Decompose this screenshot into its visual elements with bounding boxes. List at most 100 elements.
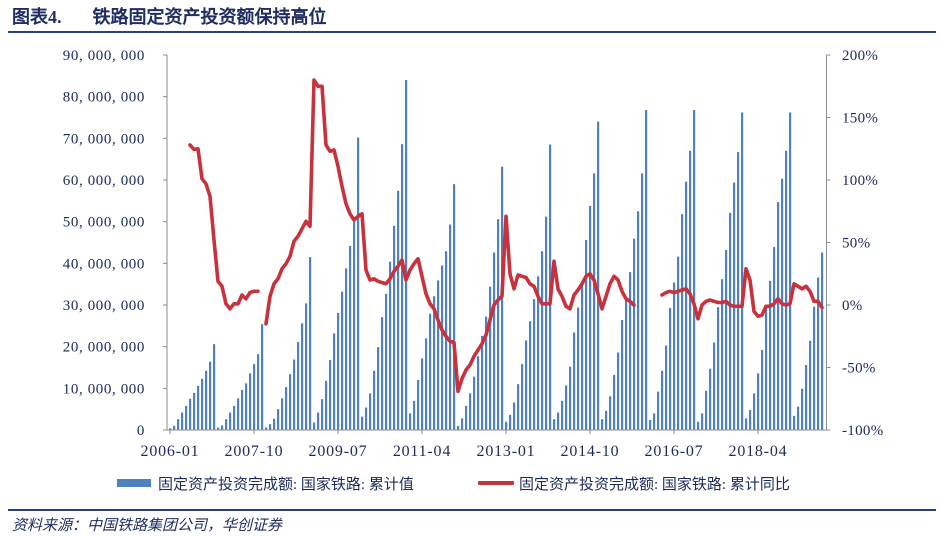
source-note: 资料来源：中国铁路集团公司，华创证券 [12, 518, 283, 534]
bar [197, 385, 200, 430]
bar [381, 317, 384, 430]
left-tick-label: 70, 000, 000 [63, 131, 145, 147]
bar [365, 407, 368, 430]
bar [569, 366, 572, 430]
bar [753, 393, 756, 430]
x-tick-label: 2006-01 [141, 443, 200, 460]
x-tick-label: 2013-01 [477, 443, 536, 460]
bar [237, 398, 240, 430]
bar [409, 413, 412, 430]
bar [469, 393, 472, 430]
bar [729, 212, 732, 430]
bar [201, 378, 204, 430]
bar [217, 427, 220, 430]
bar [785, 150, 788, 431]
bar [401, 144, 404, 430]
bar [805, 365, 808, 430]
bar [393, 225, 396, 430]
bar [213, 344, 216, 430]
bar [357, 137, 360, 430]
bar [301, 323, 304, 430]
right-tick-label: 50% [842, 236, 870, 252]
figure-title: 铁路固定资产投资额保持高位 [92, 7, 327, 27]
bar [681, 214, 684, 430]
left-tick-label: 90, 000, 000 [63, 48, 145, 64]
bar [761, 350, 764, 430]
bar [641, 173, 644, 431]
bar [589, 205, 592, 430]
bar [525, 340, 528, 430]
legend-item-yoy: 固定资产投资完成额: 国家铁路: 累计同比 [478, 472, 790, 494]
bar [369, 393, 372, 430]
x-tick-label: 2007-10 [225, 443, 284, 460]
bar [313, 422, 316, 430]
left-axis-ticks: 0 10, 000, 000 20, 000, 000 30, 000, 000 40,… [63, 48, 167, 439]
bar [789, 112, 792, 430]
x-axis-ticks: 2006-01 2007-10 2009-07 2011-04 2013-01 2014-… [141, 430, 788, 460]
bar [573, 332, 576, 430]
bar [649, 420, 652, 430]
bar [749, 410, 752, 430]
x-tick-label: 2011-04 [393, 443, 451, 460]
bar [797, 406, 800, 430]
bar [677, 256, 680, 430]
bar [657, 391, 660, 430]
figure-label: 图表4. [12, 7, 62, 27]
bar [713, 342, 716, 430]
bar [665, 345, 668, 430]
bar [489, 286, 492, 430]
bar [709, 368, 712, 430]
left-tick-label: 10, 000, 000 [63, 381, 145, 397]
bar [565, 385, 568, 430]
bar [497, 219, 500, 430]
left-tick-label: 0 [137, 423, 145, 439]
bar [277, 409, 280, 430]
bar [629, 272, 632, 430]
bar [585, 240, 588, 430]
bar [253, 364, 256, 430]
legend-label: 固定资产投资完成额: 国家铁路: 累计值 [158, 476, 414, 493]
bar [385, 293, 388, 430]
x-tick-label: 2018-04 [729, 443, 788, 460]
bar [473, 376, 476, 430]
legend-item-cumulative-value: 固定资产投资完成额: 国家铁路: 累计值 [117, 472, 414, 494]
bar [465, 405, 468, 430]
bar [273, 418, 276, 430]
bar [481, 335, 484, 430]
bar [449, 224, 452, 430]
bar-swatch-icon [117, 479, 151, 487]
figure-header: 图表4. 铁路固定资产投资额保持高位 [12, 5, 327, 29]
bar [697, 421, 700, 430]
bar [233, 405, 236, 430]
bar [741, 112, 744, 430]
bar [669, 307, 672, 430]
bar [173, 425, 176, 430]
bar [193, 392, 196, 430]
bar [437, 280, 440, 430]
bar [349, 245, 352, 430]
bar [293, 359, 296, 430]
x-tick-label: 2014-10 [561, 443, 620, 460]
bar [397, 190, 400, 430]
right-tick-label: -100% [842, 423, 884, 439]
bar [577, 307, 580, 430]
bar [185, 405, 188, 430]
bar [485, 316, 488, 430]
bar [821, 252, 824, 430]
bar [673, 282, 676, 430]
bar [617, 352, 620, 430]
bar [329, 360, 332, 430]
right-tick-label: 200% [842, 48, 878, 64]
bar [477, 356, 480, 430]
bar [333, 333, 336, 430]
bar [461, 418, 464, 430]
bar [189, 398, 192, 430]
bar [521, 364, 524, 430]
bar [721, 279, 724, 430]
bar [405, 80, 408, 430]
bar [605, 410, 608, 430]
right-tick-label: 150% [842, 111, 878, 127]
left-tick-label: 30, 000, 000 [63, 298, 145, 314]
bar [441, 265, 444, 430]
bar [705, 390, 708, 430]
